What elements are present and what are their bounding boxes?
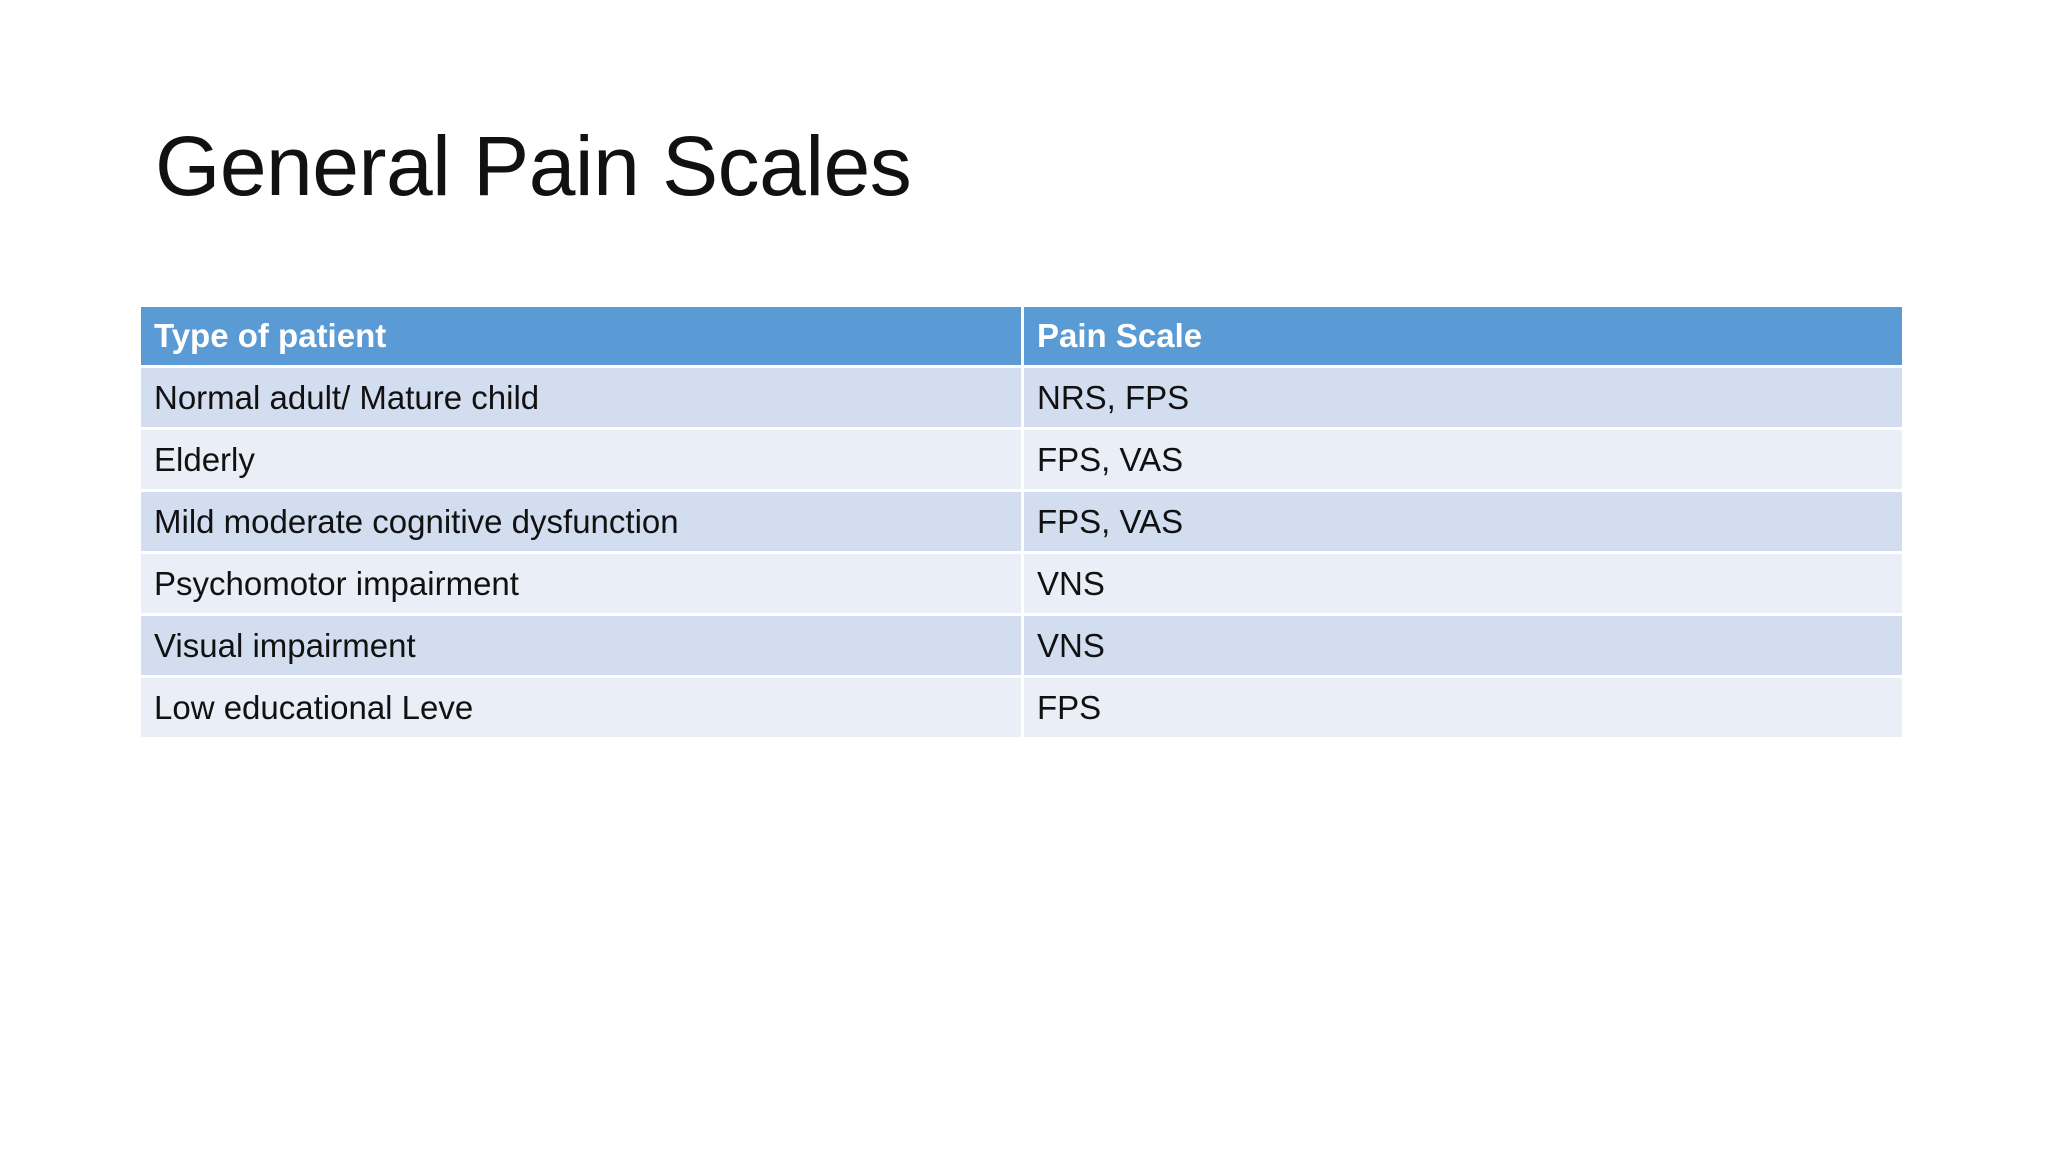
table-cell: VNS bbox=[1024, 554, 1902, 613]
table-row: Visual impairment VNS bbox=[141, 616, 1902, 675]
slide-title: General Pain Scales bbox=[155, 119, 912, 213]
table: Type of patient Pain Scale Normal adult/ … bbox=[138, 304, 1905, 740]
table-cell: Visual impairment bbox=[141, 616, 1021, 675]
table-body: Normal adult/ Mature child NRS, FPS Elderl… bbox=[141, 368, 1902, 737]
table-cell: Psychomotor impairment bbox=[141, 554, 1021, 613]
table-cell: Elderly bbox=[141, 430, 1021, 489]
table-row: Normal adult/ Mature child NRS, FPS bbox=[141, 368, 1902, 427]
table-row: Low educational Leve FPS bbox=[141, 678, 1902, 737]
header-cell: Type of patient bbox=[141, 307, 1021, 365]
table-cell: Low educational Leve bbox=[141, 678, 1021, 737]
table-cell: FPS, VAS bbox=[1024, 492, 1902, 551]
table-cell: Normal adult/ Mature child bbox=[141, 368, 1021, 427]
header-row: Type of patient Pain Scale bbox=[141, 307, 1902, 365]
table-row: Psychomotor impairment VNS bbox=[141, 554, 1902, 613]
table-cell: VNS bbox=[1024, 616, 1902, 675]
header-cell: Pain Scale bbox=[1024, 307, 1902, 365]
table-row: Elderly FPS, VAS bbox=[141, 430, 1902, 489]
table-cell: Mild moderate cognitive dysfunction bbox=[141, 492, 1021, 551]
table-cell: FPS bbox=[1024, 678, 1902, 737]
table-cell: FPS, VAS bbox=[1024, 430, 1902, 489]
table-row: Mild moderate cognitive dysfunction FPS, … bbox=[141, 492, 1902, 551]
table-header: Type of patient Pain Scale bbox=[141, 307, 1902, 365]
table-cell: NRS, FPS bbox=[1024, 368, 1902, 427]
